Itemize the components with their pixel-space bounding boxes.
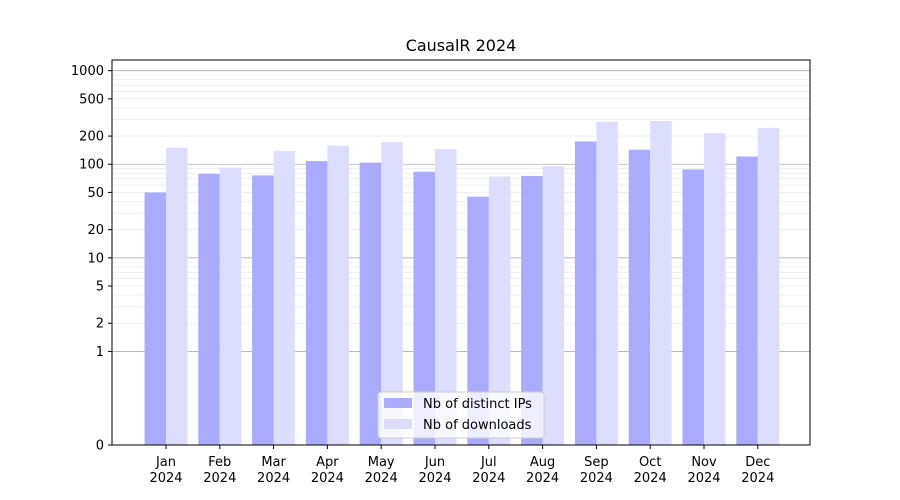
bar-distinct-ips xyxy=(413,171,435,445)
x-axis: Jan 2024 Feb 2024 Mar 2024 Apr 2024 May 2024 Jun 20… xyxy=(149,445,774,486)
bar-downloads xyxy=(327,145,349,445)
x-tick-label: Nov 2024 xyxy=(687,455,720,486)
bar-downloads xyxy=(381,142,403,445)
x-tick-label: Oct 2024 xyxy=(634,455,667,486)
bar-downloads xyxy=(166,147,188,445)
bar-distinct-ips xyxy=(252,175,274,445)
y-tick-label: 2 xyxy=(96,317,104,332)
x-tick-label: Dec 2024 xyxy=(741,455,774,486)
bar-downloads xyxy=(542,166,565,445)
y-tick-label: 5 xyxy=(96,280,104,295)
y-tick-label: 1000 xyxy=(71,64,104,79)
legend-swatch-downloads xyxy=(384,419,412,429)
bar-distinct-ips xyxy=(198,173,220,446)
legend-label-distinct-ips: Nb of distinct IPs xyxy=(423,397,532,412)
bar-downloads xyxy=(219,167,242,445)
x-tick-label: Sep 2024 xyxy=(580,455,613,486)
bar-downloads xyxy=(704,133,726,446)
y-tick-label: 100 xyxy=(79,158,104,173)
bar-distinct-ips xyxy=(521,175,543,445)
legend-box xyxy=(377,391,545,439)
legend-swatch-distinct-ips xyxy=(384,398,412,408)
y-tick-label: 50 xyxy=(87,186,104,201)
bar-downloads xyxy=(273,151,296,446)
legend-label-downloads: Nb of downloads xyxy=(423,418,532,433)
x-tick-label: Jun 2024 xyxy=(418,455,451,486)
bars-layer xyxy=(144,120,780,446)
x-tick-label: Jul 2024 xyxy=(472,455,505,486)
x-tick-label: Apr 2024 xyxy=(311,455,344,486)
bar-distinct-ips xyxy=(736,156,758,446)
y-tick-label: 200 xyxy=(79,130,104,145)
y-tick-label: 20 xyxy=(87,223,104,238)
bar-downloads xyxy=(435,149,457,445)
y-tick-label: 1 xyxy=(96,345,104,360)
bar-downloads xyxy=(650,120,672,445)
bar-distinct-ips xyxy=(359,162,382,445)
plot-frame xyxy=(111,59,811,446)
bar-downloads xyxy=(757,127,780,445)
bar-distinct-ips xyxy=(305,161,328,445)
x-tick-label: Aug 2024 xyxy=(526,455,559,486)
bar-distinct-ips xyxy=(682,169,704,446)
y-tick-label: 10 xyxy=(87,251,104,266)
bar-distinct-ips xyxy=(574,141,597,445)
x-tick-label: May 2024 xyxy=(365,455,398,486)
legend: Nb of distinct IPs Nb of downloads xyxy=(377,391,545,439)
y-tick-label: 0 xyxy=(96,439,104,454)
x-tick-label: Mar 2024 xyxy=(257,455,290,486)
x-tick-label: Jan 2024 xyxy=(149,455,182,486)
x-tick-label: Feb 2024 xyxy=(203,455,236,486)
bar-distinct-ips xyxy=(467,196,489,445)
bar-downloads xyxy=(488,176,511,446)
y-tick-label: 500 xyxy=(79,92,104,107)
bar-distinct-ips xyxy=(144,192,166,445)
bar-downloads xyxy=(596,121,618,446)
y-axis: 0 1 2 5 10 20 50 100 200 500 1000 xyxy=(71,64,112,454)
bar-distinct-ips xyxy=(628,149,651,445)
chart-title: CausalR 2024 xyxy=(406,36,517,55)
